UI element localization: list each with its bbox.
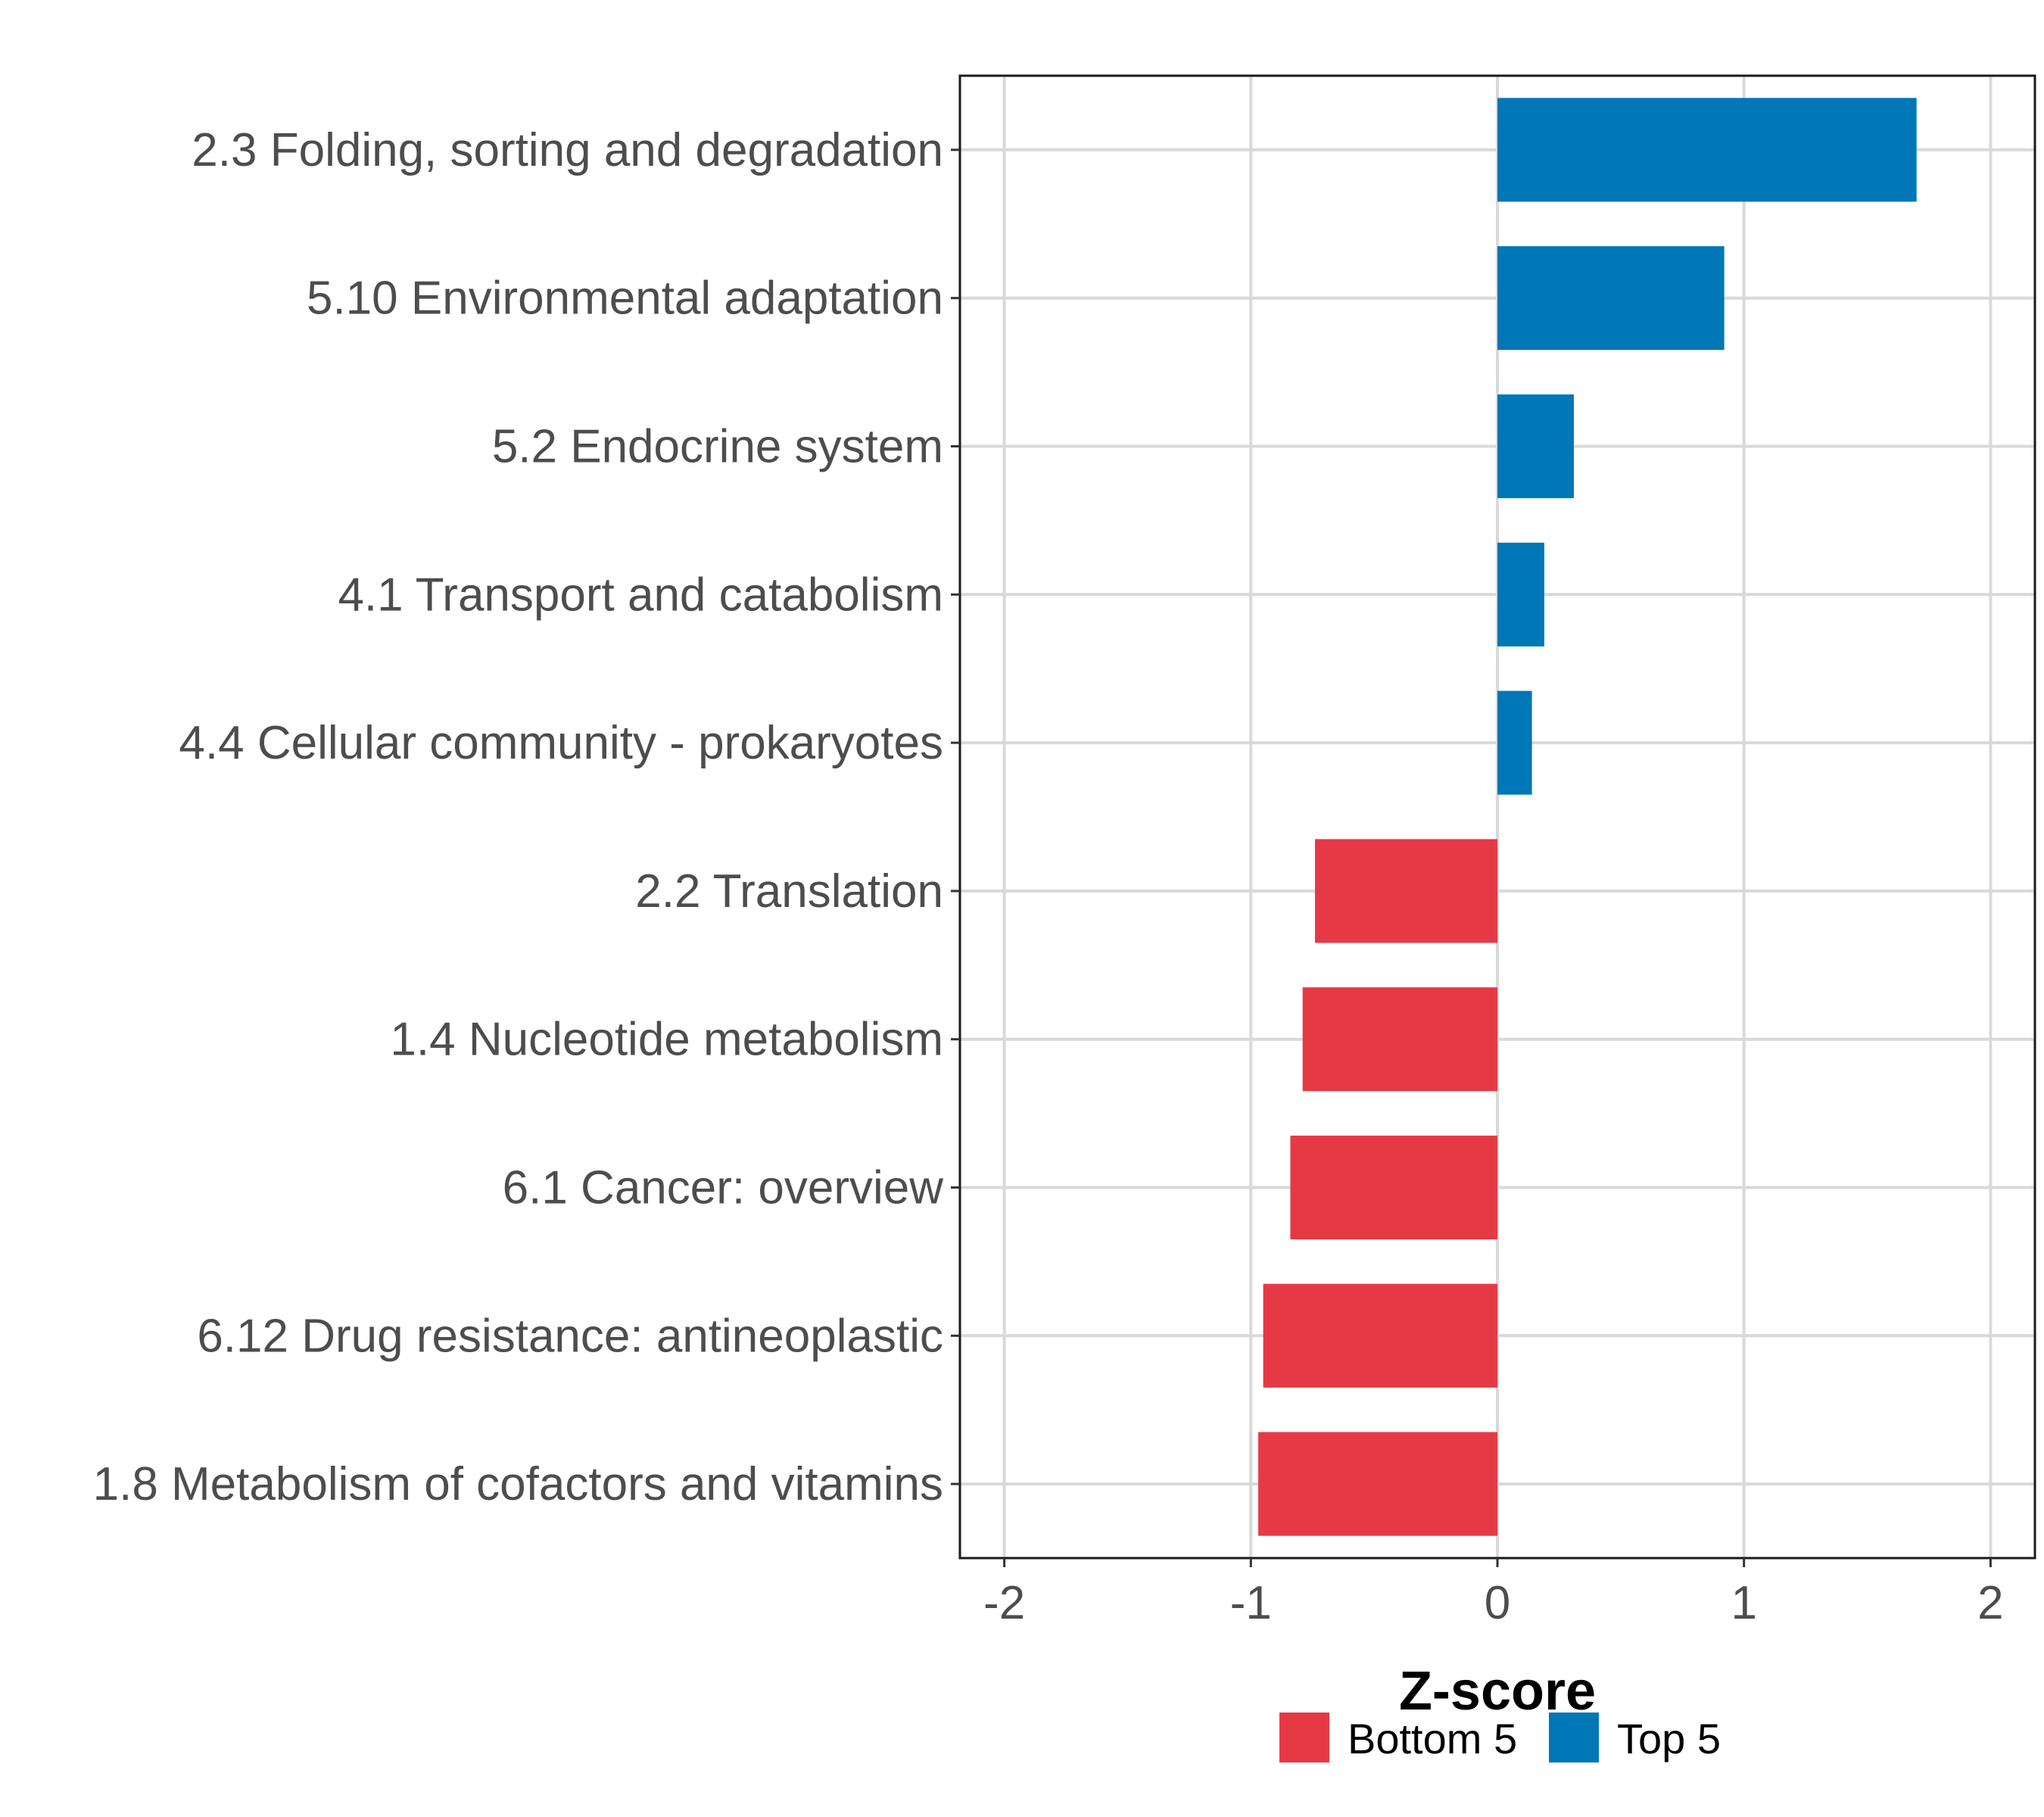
x-tick-label-3: 1 xyxy=(1731,1577,1756,1629)
category-labels: 2.3 Folding, sorting and degradation 5.10… xyxy=(93,124,960,1510)
category-label-9: 1.8 Metabolism of cofactors and vitamins xyxy=(93,1458,943,1510)
category-label-1: 5.10 Environmental adaptation xyxy=(307,273,943,325)
bar-3 xyxy=(1497,542,1544,647)
x-tick-label-4: 2 xyxy=(1977,1577,2003,1629)
bar-9 xyxy=(1258,1432,1497,1536)
x-tick-label-2: 0 xyxy=(1485,1577,1510,1629)
category-label-2: 5.2 Endocrine system xyxy=(492,421,943,473)
category-label-4: 4.4 Cellular community - prokaryotes xyxy=(179,717,943,769)
category-label-6: 1.4 Nucleotide metabolism xyxy=(390,1014,943,1066)
bar-8 xyxy=(1263,1283,1497,1388)
bar-0 xyxy=(1497,98,1917,202)
x-axis-title: Z-score xyxy=(1399,1661,1596,1722)
bar-7 xyxy=(1290,1135,1497,1240)
bars xyxy=(1258,98,1917,1536)
legend: Bottom 5 Top 5 xyxy=(1279,1713,1721,1762)
bar-5 xyxy=(1314,839,1497,943)
category-label-7: 6.1 Cancer: overview xyxy=(503,1162,944,1214)
bar-4 xyxy=(1497,690,1532,795)
legend-label-1: Top 5 xyxy=(1617,1715,1721,1762)
legend-swatch-0 xyxy=(1279,1713,1329,1762)
bar-2 xyxy=(1497,394,1574,499)
x-axis-ticks: -2 -1 0 1 2 xyxy=(983,1558,2004,1629)
x-tick-label-1: -1 xyxy=(1230,1577,1272,1629)
category-label-0: 2.3 Folding, sorting and degradation xyxy=(192,124,943,176)
bar-6 xyxy=(1302,987,1497,1092)
legend-label-0: Bottom 5 xyxy=(1348,1715,1517,1762)
category-label-8: 6.12 Drug resistance: antineoplastic xyxy=(197,1310,943,1362)
x-tick-label-0: -2 xyxy=(983,1577,1025,1629)
category-label-5: 2.2 Translation xyxy=(635,865,943,918)
category-label-3: 4.1 Transport and catabolism xyxy=(338,569,943,621)
legend-swatch-1 xyxy=(1549,1713,1599,1762)
bar-1 xyxy=(1497,246,1725,351)
